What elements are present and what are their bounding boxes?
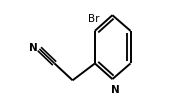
Text: N: N — [29, 43, 38, 53]
Text: Br: Br — [88, 14, 100, 24]
Text: N: N — [111, 85, 120, 95]
